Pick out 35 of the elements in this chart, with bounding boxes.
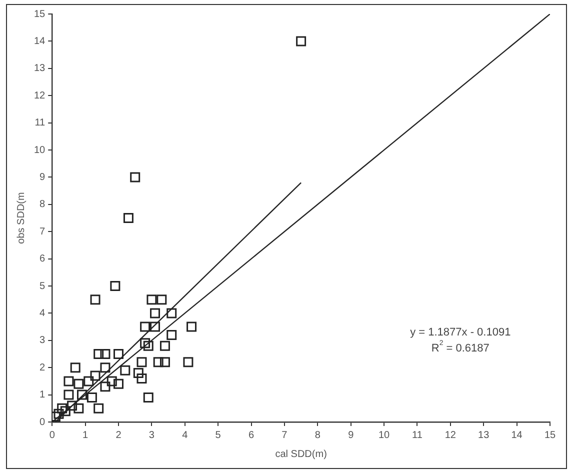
x-tick-label: 11: [412, 430, 423, 441]
y-tick-label: 7: [40, 226, 46, 238]
x-tick-label: 12: [444, 430, 456, 441]
x-tick-label: 6: [248, 430, 254, 441]
x-tick-label: 15: [544, 430, 556, 441]
y-tick-label: 9: [40, 172, 46, 183]
x-tick-label: 9: [348, 430, 354, 441]
x-tick-label: 3: [148, 430, 155, 441]
y-tick-label: 10: [34, 144, 46, 156]
x-tick-label: 10: [378, 430, 390, 441]
x-tick-label: 13: [478, 430, 490, 441]
y-tick-label: 12: [34, 90, 46, 102]
x-tick-label: 14: [511, 430, 523, 441]
x-tick-label: 5: [215, 430, 222, 441]
y-tick-label: 0: [40, 416, 46, 428]
y-tick-label: 2: [40, 362, 46, 374]
y-tick-label: 6: [40, 254, 46, 265]
y-tick-label: 5: [40, 280, 46, 292]
x-tick-label: 8: [314, 430, 321, 441]
y-tick-label: 1: [40, 390, 46, 401]
y-tick-label: 8: [40, 199, 46, 210]
x-axis-title: cal SDD(m): [275, 448, 327, 460]
y-tick-label: 13: [34, 63, 46, 74]
y-tick-label: 4: [40, 308, 46, 319]
y-axis-title: obs SDD(m: [16, 192, 27, 244]
x-tick-label: 0: [49, 430, 56, 441]
x-tick-label: 7: [282, 430, 288, 441]
x-tick-label: 2: [116, 430, 122, 441]
x-tick-label: 1: [82, 430, 89, 441]
annotation: y = 1.1877x - 0.1091: [410, 326, 511, 338]
x-tick-label: 4: [182, 430, 188, 441]
y-tick-label: 15: [34, 8, 46, 20]
y-tick-label: 11: [34, 118, 46, 129]
y-tick-label: 14: [34, 36, 46, 47]
y-tick-label: 3: [40, 335, 46, 346]
